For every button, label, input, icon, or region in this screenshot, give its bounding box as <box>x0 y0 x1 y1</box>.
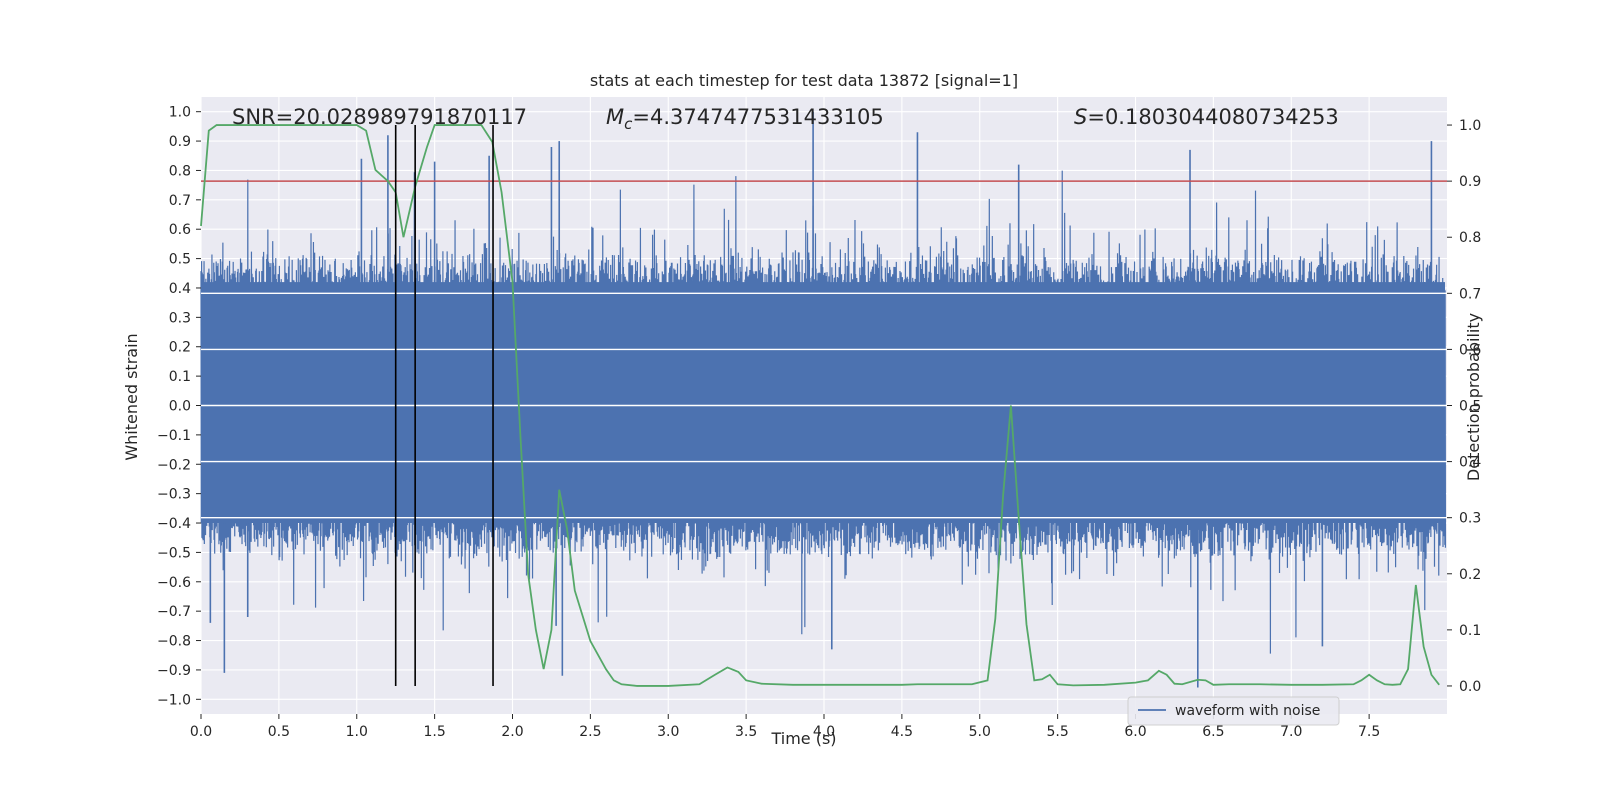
s-symbol: S <box>1074 105 1087 129</box>
x-tick-label: 4.0 <box>813 724 835 740</box>
y-tick-label: −0.9 <box>157 663 191 679</box>
y-tick-label: 0.3 <box>169 310 191 326</box>
y2-tick-label: 0.7 <box>1459 286 1481 302</box>
y-tick-label: −1.0 <box>157 692 191 708</box>
x-tick-label: 0.0 <box>190 724 212 740</box>
x-tick-label: 6.0 <box>1124 724 1146 740</box>
legend: waveform with noise <box>1127 696 1340 726</box>
y2-tick-label: 0.2 <box>1459 567 1481 583</box>
snr-annotation: SNR=20.028989791870117 <box>232 105 527 129</box>
y2-tick-label: 1.0 <box>1459 118 1481 134</box>
x-tick-label: 7.0 <box>1280 724 1302 740</box>
waveform-core <box>201 282 1445 524</box>
x-tick-label: 5.5 <box>1046 724 1068 740</box>
y2-tick-label: 0.8 <box>1459 230 1481 246</box>
y2-axis-label: Detection probability <box>1464 313 1483 481</box>
x-tick-label: 5.0 <box>969 724 991 740</box>
x-tick-label: 3.5 <box>735 724 757 740</box>
legend-box <box>1127 696 1340 726</box>
x-tick-label: 7.5 <box>1358 724 1380 740</box>
y-tick-label: −0.6 <box>157 575 191 591</box>
y-tick-label: 0.4 <box>169 281 191 297</box>
y-axis-ticks: 1.0 0.9 0.8 0.7 0.6 0.5 0.4 0.3 0.2 0.1 0.0 −0.1 −0.… <box>157 105 201 708</box>
y-tick-label: −0.5 <box>157 545 191 561</box>
y-tick-label: 0.9 <box>169 134 191 150</box>
y2-tick-label: 0.9 <box>1459 174 1481 190</box>
chirp-mass-value: =4.3747477531433105 <box>632 105 883 129</box>
y-tick-label: −0.1 <box>157 428 191 444</box>
y2-tick-label: 0.1 <box>1459 623 1481 639</box>
s-annotation: S=0.1803044080734253 <box>1074 105 1339 129</box>
y2-axis-ticks: 1.0 0.9 0.8 0.7 0.6 0.5 0.4 0.3 0.2 0.1 0.0 <box>1447 118 1481 695</box>
y2-tick-label: 0.6 <box>1459 342 1481 358</box>
y-tick-label: −0.3 <box>157 487 191 503</box>
x-tick-label: 6.5 <box>1202 724 1224 740</box>
y-tick-label: −0.8 <box>157 634 191 650</box>
waveform-series <box>200 111 1447 688</box>
y-tick-label: 0.6 <box>169 222 191 238</box>
y-tick-label: 0.7 <box>169 193 191 209</box>
y-tick-label: 0.1 <box>169 369 191 385</box>
x-axis-label: Time (s) <box>770 729 836 748</box>
legend-label: waveform with noise <box>1175 703 1320 719</box>
x-tick-label: 2.5 <box>579 724 601 740</box>
y-tick-label: 0.5 <box>169 252 191 268</box>
chirp-mass-symbol: M <box>606 105 624 129</box>
x-tick-label: 0.5 <box>268 724 290 740</box>
x-tick-label: 3.0 <box>657 724 679 740</box>
x-axis-ticks: 0.0 0.5 1.0 1.5 2.0 2.5 3.0 3.5 4.0 4.5 5.0 5.5 6.0 6… <box>190 714 1380 740</box>
y-tick-label: 0.0 <box>169 399 191 415</box>
x-tick-label: 1.5 <box>423 724 445 740</box>
event-markers <box>394 125 494 686</box>
y-axis-label: Whitened strain <box>122 333 141 460</box>
probability-series <box>200 124 1447 687</box>
chart-title: stats at each timestep for test data 138… <box>590 71 1018 90</box>
y2-tick-label: 0.5 <box>1459 399 1481 415</box>
chirp-mass-annotation: Mc=4.3747477531433105 <box>606 105 884 133</box>
y2-tick-label: 0.0 <box>1459 679 1481 695</box>
y-tick-label: 0.2 <box>169 340 191 356</box>
x-tick-label: 4.5 <box>891 724 913 740</box>
y-tick-label: 0.8 <box>169 163 191 179</box>
y-tick-label: −0.4 <box>157 516 191 532</box>
y2-tick-label: 0.4 <box>1459 455 1481 471</box>
y-tick-label: −0.2 <box>157 457 191 473</box>
chirp-mass-subscript: c <box>624 115 633 133</box>
x-tick-label: 1.0 <box>346 724 368 740</box>
detection-probability-line <box>200 124 1440 687</box>
y2-tick-label: 0.3 <box>1459 511 1481 527</box>
y-tick-label: 1.0 <box>169 105 191 121</box>
x-tick-label: 2.0 <box>501 724 523 740</box>
s-value: =0.1803044080734253 <box>1087 105 1338 129</box>
y-tick-label: −0.7 <box>157 604 191 620</box>
